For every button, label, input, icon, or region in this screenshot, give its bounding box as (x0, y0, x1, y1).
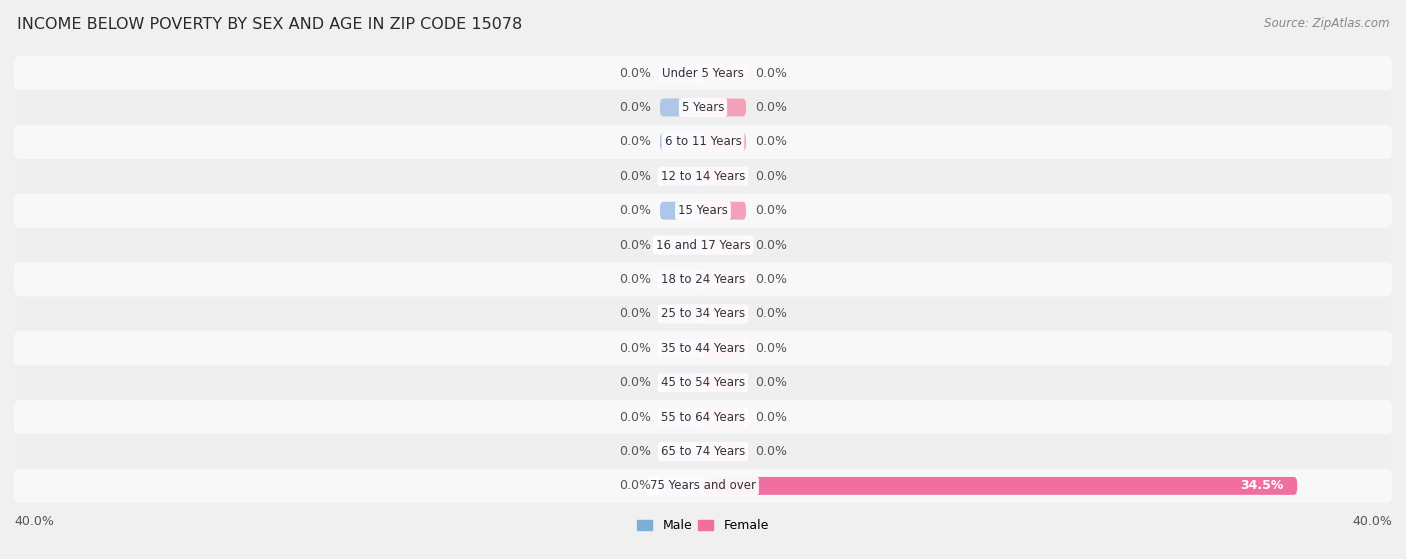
Text: 65 to 74 Years: 65 to 74 Years (661, 445, 745, 458)
FancyBboxPatch shape (659, 202, 703, 220)
Text: 0.0%: 0.0% (619, 411, 651, 424)
FancyBboxPatch shape (659, 167, 703, 185)
Text: 0.0%: 0.0% (755, 135, 787, 148)
FancyBboxPatch shape (703, 271, 747, 288)
Text: 0.0%: 0.0% (755, 67, 787, 79)
Text: 18 to 24 Years: 18 to 24 Years (661, 273, 745, 286)
Text: 40.0%: 40.0% (1353, 515, 1392, 528)
Text: 55 to 64 Years: 55 to 64 Years (661, 411, 745, 424)
Text: 0.0%: 0.0% (619, 204, 651, 217)
Text: 5 Years: 5 Years (682, 101, 724, 114)
FancyBboxPatch shape (659, 339, 703, 357)
Text: 0.0%: 0.0% (755, 239, 787, 252)
Legend: Male, Female: Male, Female (633, 514, 773, 537)
FancyBboxPatch shape (659, 236, 703, 254)
Text: 0.0%: 0.0% (755, 101, 787, 114)
FancyBboxPatch shape (659, 408, 703, 426)
FancyBboxPatch shape (13, 400, 1393, 434)
FancyBboxPatch shape (703, 202, 747, 220)
FancyBboxPatch shape (13, 297, 1393, 331)
Text: 0.0%: 0.0% (619, 67, 651, 79)
FancyBboxPatch shape (703, 64, 747, 82)
Text: 16 and 17 Years: 16 and 17 Years (655, 239, 751, 252)
Text: 40.0%: 40.0% (14, 515, 53, 528)
FancyBboxPatch shape (703, 408, 747, 426)
Text: 0.0%: 0.0% (755, 342, 787, 355)
Text: 0.0%: 0.0% (619, 445, 651, 458)
FancyBboxPatch shape (703, 305, 747, 323)
Text: 45 to 54 Years: 45 to 54 Years (661, 376, 745, 389)
FancyBboxPatch shape (703, 374, 747, 392)
Text: 75 Years and over: 75 Years and over (650, 480, 756, 492)
FancyBboxPatch shape (13, 228, 1393, 262)
FancyBboxPatch shape (659, 374, 703, 392)
FancyBboxPatch shape (13, 56, 1393, 91)
FancyBboxPatch shape (13, 331, 1393, 366)
FancyBboxPatch shape (13, 434, 1393, 468)
FancyBboxPatch shape (13, 468, 1393, 503)
FancyBboxPatch shape (13, 159, 1393, 193)
Text: 0.0%: 0.0% (619, 170, 651, 183)
Text: 0.0%: 0.0% (619, 273, 651, 286)
FancyBboxPatch shape (659, 133, 703, 151)
Text: INCOME BELOW POVERTY BY SEX AND AGE IN ZIP CODE 15078: INCOME BELOW POVERTY BY SEX AND AGE IN Z… (17, 17, 522, 32)
Text: 0.0%: 0.0% (755, 411, 787, 424)
Text: 0.0%: 0.0% (755, 204, 787, 217)
Text: 6 to 11 Years: 6 to 11 Years (665, 135, 741, 148)
Text: 0.0%: 0.0% (619, 376, 651, 389)
Text: 0.0%: 0.0% (619, 480, 651, 492)
Text: Under 5 Years: Under 5 Years (662, 67, 744, 79)
FancyBboxPatch shape (659, 64, 703, 82)
FancyBboxPatch shape (703, 98, 747, 116)
FancyBboxPatch shape (659, 443, 703, 461)
Text: 0.0%: 0.0% (755, 445, 787, 458)
FancyBboxPatch shape (659, 305, 703, 323)
FancyBboxPatch shape (703, 133, 747, 151)
Text: 34.5%: 34.5% (1240, 480, 1284, 492)
Text: 12 to 14 Years: 12 to 14 Years (661, 170, 745, 183)
Text: 0.0%: 0.0% (619, 342, 651, 355)
Text: Source: ZipAtlas.com: Source: ZipAtlas.com (1264, 17, 1389, 30)
Text: 0.0%: 0.0% (619, 135, 651, 148)
FancyBboxPatch shape (703, 167, 747, 185)
Text: 0.0%: 0.0% (755, 376, 787, 389)
Text: 0.0%: 0.0% (755, 307, 787, 320)
FancyBboxPatch shape (13, 262, 1393, 297)
FancyBboxPatch shape (659, 477, 703, 495)
Text: 0.0%: 0.0% (619, 307, 651, 320)
FancyBboxPatch shape (703, 236, 747, 254)
FancyBboxPatch shape (13, 91, 1393, 125)
FancyBboxPatch shape (703, 477, 1298, 495)
Text: 0.0%: 0.0% (619, 239, 651, 252)
FancyBboxPatch shape (659, 271, 703, 288)
Text: 35 to 44 Years: 35 to 44 Years (661, 342, 745, 355)
Text: 15 Years: 15 Years (678, 204, 728, 217)
FancyBboxPatch shape (13, 366, 1393, 400)
Text: 0.0%: 0.0% (755, 170, 787, 183)
FancyBboxPatch shape (703, 443, 747, 461)
FancyBboxPatch shape (13, 193, 1393, 228)
FancyBboxPatch shape (13, 125, 1393, 159)
Text: 0.0%: 0.0% (755, 273, 787, 286)
FancyBboxPatch shape (659, 98, 703, 116)
FancyBboxPatch shape (703, 339, 747, 357)
Text: 0.0%: 0.0% (619, 101, 651, 114)
Text: 25 to 34 Years: 25 to 34 Years (661, 307, 745, 320)
